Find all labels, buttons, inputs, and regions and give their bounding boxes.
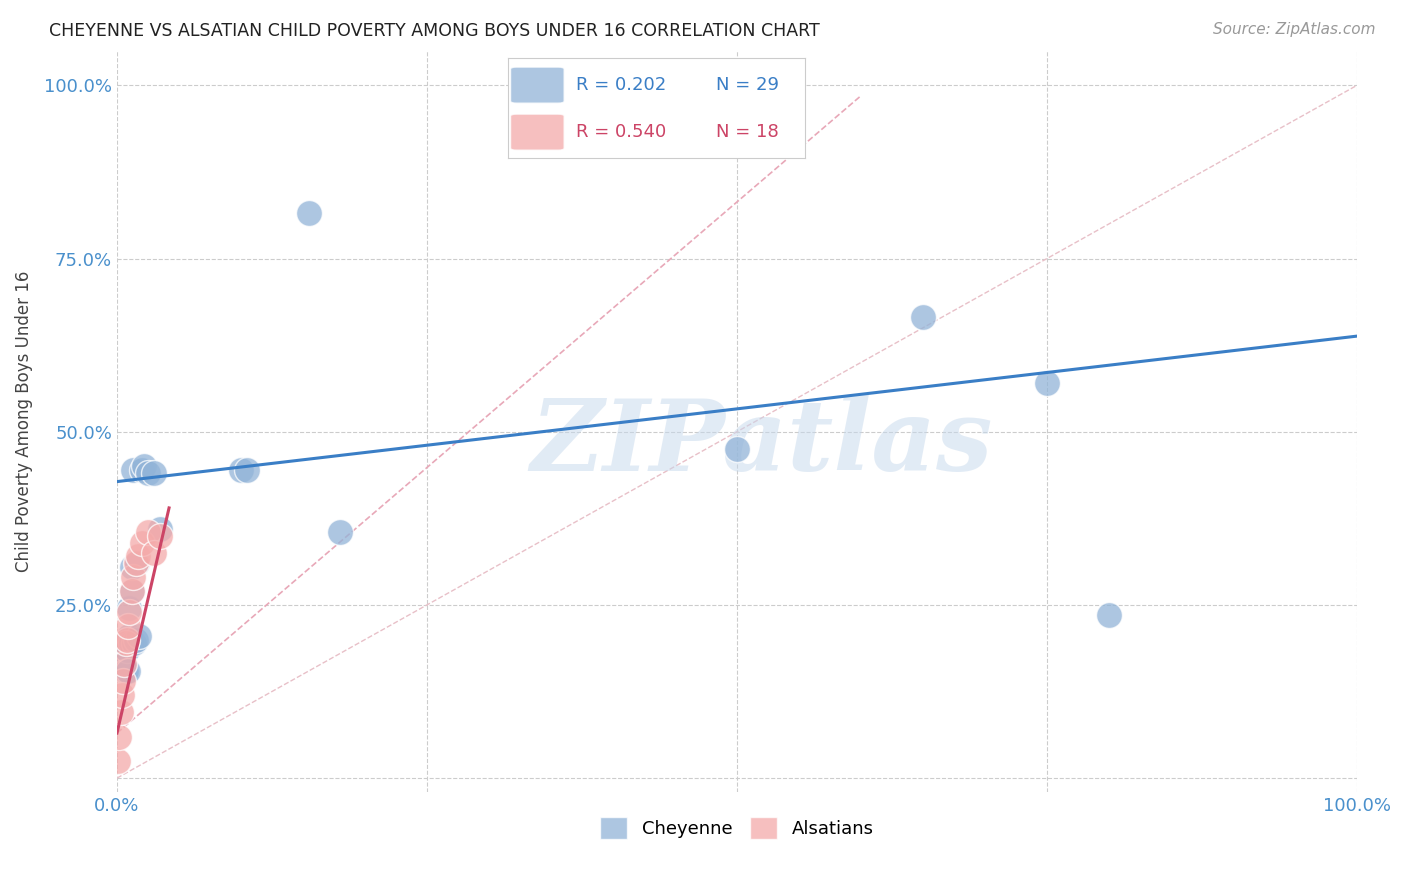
Point <box>110 706 132 720</box>
Point <box>134 459 156 474</box>
Point <box>1098 608 1121 623</box>
Point <box>115 643 138 657</box>
Point <box>117 664 139 678</box>
Point <box>114 636 136 650</box>
Point <box>118 629 141 643</box>
Point <box>131 463 153 477</box>
Text: ZIPatlas: ZIPatlas <box>530 395 993 491</box>
Point <box>112 674 135 689</box>
Point <box>136 525 159 540</box>
Point <box>108 730 131 744</box>
Point <box>122 570 145 584</box>
Point <box>149 522 172 536</box>
Point <box>111 688 134 702</box>
Point <box>149 528 172 542</box>
Point <box>298 206 321 220</box>
Point <box>114 664 136 678</box>
Point <box>117 618 139 632</box>
Point <box>143 467 166 481</box>
Point <box>122 463 145 477</box>
Legend: Cheyenne, Alsatians: Cheyenne, Alsatians <box>593 809 882 846</box>
Point <box>112 657 135 671</box>
Point <box>229 463 252 477</box>
Point <box>118 601 141 615</box>
Text: CHEYENNE VS ALSATIAN CHILD POVERTY AMONG BOYS UNDER 16 CORRELATION CHART: CHEYENNE VS ALSATIAN CHILD POVERTY AMONG… <box>49 22 820 40</box>
Point <box>124 632 146 647</box>
Point <box>1036 376 1059 391</box>
Point <box>725 442 748 456</box>
Point <box>236 463 259 477</box>
Point <box>124 636 146 650</box>
Y-axis label: Child Poverty Among Boys Under 16: Child Poverty Among Boys Under 16 <box>15 270 32 572</box>
Text: Source: ZipAtlas.com: Source: ZipAtlas.com <box>1212 22 1375 37</box>
Point <box>118 605 141 619</box>
Point <box>124 557 146 571</box>
Point <box>127 549 149 564</box>
Point <box>112 657 135 671</box>
Point <box>329 525 352 540</box>
Point <box>131 535 153 549</box>
Point <box>115 632 138 647</box>
Point <box>128 629 150 643</box>
Point <box>121 559 143 574</box>
Point <box>136 467 159 481</box>
Point <box>120 636 142 650</box>
Point <box>112 636 135 650</box>
Point <box>143 546 166 560</box>
Point <box>121 584 143 599</box>
Point <box>911 310 934 325</box>
Point <box>112 643 135 657</box>
Point <box>125 557 148 571</box>
Point <box>107 754 129 768</box>
Point <box>121 584 143 599</box>
